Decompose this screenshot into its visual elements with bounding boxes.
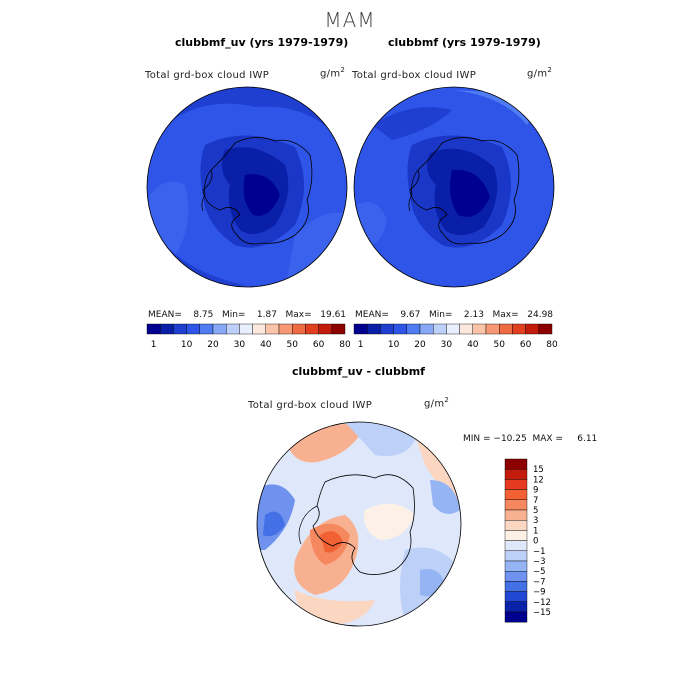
colorbar-tick-label: 12 [533,475,544,485]
colorbar-swatch [146,323,161,335]
variable-label-right: Total grd-box cloud IWP [352,70,477,81]
colorbar-swatch [252,323,266,335]
colorbar-swatch [318,323,333,335]
colorbar-tick-label: −7 [533,577,546,587]
colorbar-tick-label: 40 [467,340,479,350]
colorbar-swatch [504,458,528,470]
colorbar-swatch [406,323,421,335]
colorbar-tick-label: −3 [533,557,546,567]
colorbar-swatch [504,489,528,500]
colorbar-tick-label: −12 [533,598,551,608]
colorbar-swatch [366,323,381,335]
colorbar-swatch [173,323,187,335]
colorbar-tick-label: 80 [546,340,557,350]
panel-title-left: clubbmf_uv (yrs 1979-1979) [175,36,349,49]
colorbar-swatch [459,323,473,335]
colorbar-swatch [504,570,528,582]
colorbar-right: 1 10 20 30 40 50 60 80 [353,323,557,350]
diff-units-label: g/m2 [424,396,450,410]
colorbar-swatch [472,323,487,335]
colorbar-swatch [212,323,227,335]
colorbar-left: 1 10 20 30 40 50 60 80 [146,323,350,350]
colorbar-swatch [504,550,528,562]
colorbar-tick-label: 0 [533,537,538,547]
colorbar-tick-label: 1 [533,526,538,536]
colorbar-swatch [504,581,528,592]
colorbar-swatch [432,323,447,335]
colorbar-tick-label: −1 [533,547,546,557]
colorbar-swatch [504,519,528,531]
colorbar-swatch [504,601,528,613]
map-left [146,86,348,288]
diff-variable-label: Total grd-box cloud IWP [248,400,373,411]
colorbar-swatch [504,540,528,551]
colorbar-swatch [186,323,200,335]
colorbar-swatch [504,530,528,541]
stats-left: MEAN= 8.75 Min= 1.87 Max= 19.61 [148,310,347,320]
colorbar-swatch [393,323,407,335]
colorbar-tick-label: 20 [414,340,426,350]
colorbar-swatch [305,323,319,335]
colorbar-swatch [538,323,553,335]
colorbar-tick-label: 80 [339,340,350,350]
colorbar-tick-label: 5 [533,506,538,516]
colorbar-tick-label: 20 [207,340,219,350]
colorbar-swatch [504,611,528,623]
colorbar-tick-label: 40 [260,340,272,350]
colorbar-tick-label: 9 [533,486,538,496]
colorbar-tick-label: 60 [313,340,325,350]
colorbar-swatch [265,323,280,335]
colorbar-swatch [353,323,368,335]
colorbar-tick-label: −5 [533,567,546,577]
colorbar-swatch [525,323,540,335]
colorbar-swatch [485,323,500,335]
colorbar-swatch [159,323,174,335]
diff-stats: MIN = −10.25 MAX = 6.11 [463,434,598,444]
colorbar-tick-label: 15 [533,465,544,475]
stats-right: MEAN= 9.67 Min= 2.13 Max= 24.98 [355,310,554,320]
colorbar-tick-label: 60 [520,340,532,350]
colorbar-tick-label: 10 [181,340,193,350]
colorbar-swatch [512,323,526,335]
colorbar-swatch [199,323,214,335]
colorbar-tick-label: −15 [533,608,551,618]
season-title: MAM [324,8,376,32]
colorbar-swatch [446,323,460,335]
diff-panel-title: clubbmf_uv - clubbmf [292,365,425,378]
units-label-left: g/m2 [320,66,346,80]
colorbar-swatch [380,323,394,335]
variable-label-left: Total grd-box cloud IWP [145,70,270,81]
colorbar-swatch [419,323,434,335]
colorbar-swatch [239,323,253,335]
colorbar-swatch [331,323,346,335]
colorbar-tick-label: 7 [533,496,538,506]
colorbar-tick-label: 1 [151,340,157,350]
colorbar-tick-label: −9 [533,588,546,598]
colorbar-swatch [504,509,528,521]
colorbar-swatch [225,323,240,335]
colorbar-tick-label: 30 [441,340,453,350]
colorbar-tick-label: 3 [533,516,538,526]
colorbar-tick-label: 10 [388,340,400,350]
colorbar-swatch [504,468,528,480]
colorbar-swatch [504,560,528,572]
colorbar-swatch [498,323,513,335]
colorbar-swatch [278,323,293,335]
colorbar-tick-label: 1 [358,340,364,350]
colorbar-swatch [291,323,306,335]
map-right [353,86,555,288]
units-label-right: g/m2 [527,66,553,80]
colorbar-swatch [504,479,528,490]
colorbar-tick-label: 30 [234,340,246,350]
colorbar-tick-label: 50 [286,340,298,350]
colorbar-swatch [504,499,528,511]
colorbar-tick-label: 50 [493,340,505,350]
colorbar-swatch [504,591,528,603]
panel-title-right: clubbmf (yrs 1979-1979) [388,36,541,49]
map-difference [256,421,462,627]
